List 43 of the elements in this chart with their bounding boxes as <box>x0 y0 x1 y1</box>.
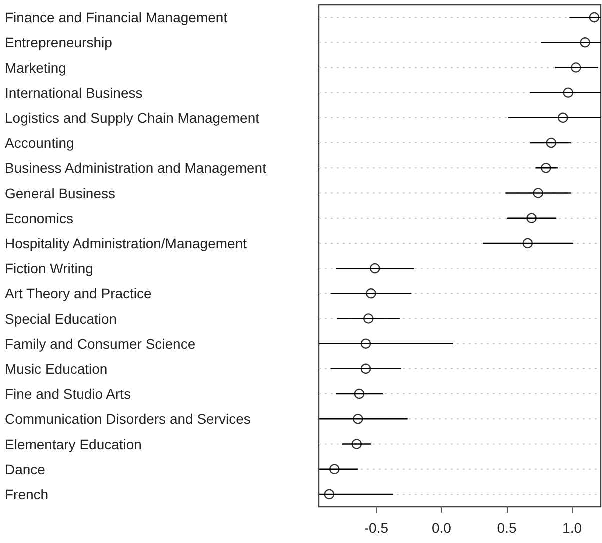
point <box>352 439 362 450</box>
y-tick-label: Marketing <box>5 60 66 76</box>
point <box>360 338 372 349</box>
y-tick-label: Special Education <box>5 310 118 327</box>
point <box>366 288 376 299</box>
point <box>330 464 340 474</box>
y-tick-label: Logistics and Supply Chain Management <box>5 110 260 126</box>
y-tick-label: Business Administration and Management <box>5 160 267 176</box>
point <box>580 38 590 48</box>
y-tick-label: Dance <box>5 461 46 478</box>
y-tick-label: Economics <box>5 210 74 226</box>
point <box>353 414 364 424</box>
point <box>546 138 556 148</box>
x-tick-label: 0.5 <box>497 520 517 536</box>
point <box>324 489 335 500</box>
point <box>360 364 372 374</box>
y-tick-label: Family and Consumer Science <box>5 336 196 352</box>
y-tick-label: Finance and Financial Management <box>5 10 228 26</box>
point <box>370 263 380 274</box>
y-tick-label: Entrepreneurship <box>5 34 113 51</box>
y-tick-label: Fine and Studio Arts <box>5 386 132 402</box>
point <box>558 112 568 124</box>
x-tick-label: 1.0 <box>562 520 582 536</box>
point <box>526 213 537 224</box>
y-tick-label: General Business <box>5 185 116 202</box>
y-tick-label: French <box>5 486 49 502</box>
point <box>364 314 374 324</box>
y-tick-label: International Business <box>5 84 143 101</box>
point <box>354 388 365 400</box>
point <box>571 62 582 73</box>
point <box>541 163 552 174</box>
y-tick-label: Art Theory and Practice <box>5 286 152 302</box>
y-tick-label: Accounting <box>5 135 74 152</box>
x-tick-label: 0.0 <box>432 520 452 536</box>
y-tick-label: Fiction Writing <box>5 260 94 277</box>
y-tick-label: Elementary Education <box>5 436 142 452</box>
point <box>533 188 544 198</box>
y-tick-label: Communication Disorders and Services <box>5 411 251 428</box>
y-tick-label: Hospitality Administration/Management <box>5 235 248 252</box>
y-tick-label: Music Education <box>5 360 108 377</box>
point <box>563 88 574 98</box>
x-tick-label: -0.5 <box>364 520 389 536</box>
point <box>522 238 533 249</box>
